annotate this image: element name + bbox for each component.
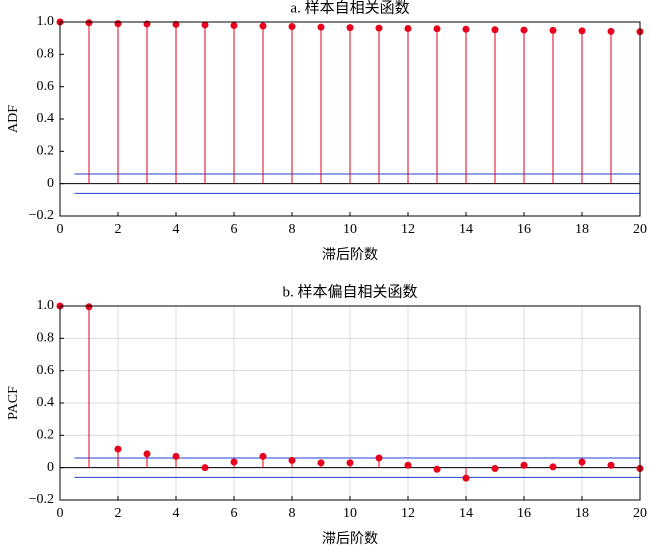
y-tick-label: 0.4	[37, 395, 55, 410]
stem-marker	[201, 464, 209, 472]
stem-marker	[259, 452, 267, 460]
stem-marker	[375, 454, 383, 462]
stem-marker	[85, 303, 93, 311]
stem-marker	[578, 27, 586, 35]
stem-marker	[230, 22, 238, 30]
stem-marker	[549, 26, 557, 34]
x-tick-label: 0	[57, 222, 64, 237]
chart-title: b. 样本偏自相关函数	[282, 283, 417, 300]
x-tick-label: 4	[173, 506, 180, 521]
x-tick-label: 16	[517, 222, 531, 237]
stem-marker	[520, 26, 528, 34]
stem-marker	[317, 459, 325, 467]
x-tick-label: 0	[57, 506, 64, 521]
y-axis-label: PACF	[6, 386, 21, 420]
stem-marker	[259, 22, 267, 30]
y-tick-label: 1.0	[37, 298, 55, 313]
stem-marker	[172, 20, 180, 28]
stem-marker	[520, 461, 528, 469]
y-tick-label: 0.4	[37, 111, 55, 126]
y-tick-label: 1.0	[37, 14, 55, 29]
x-axis-label: 滞后阶数	[322, 531, 378, 547]
stem-marker	[172, 452, 180, 460]
x-axis-label: 滞后阶数	[322, 247, 378, 263]
stem-marker	[578, 458, 586, 466]
stem-marker	[607, 27, 615, 35]
stem-marker	[85, 19, 93, 27]
y-tick-label: −0.2	[29, 208, 54, 223]
stem-marker	[288, 23, 296, 31]
x-tick-label: 8	[289, 222, 296, 237]
x-tick-label: 14	[459, 506, 473, 521]
y-tick-label: 0	[47, 176, 54, 191]
stem-marker	[288, 456, 296, 464]
stem-marker	[317, 23, 325, 31]
y-tick-label: −0.2	[29, 492, 54, 507]
y-tick-label: 0.8	[37, 47, 55, 62]
stem-marker	[404, 461, 412, 469]
x-tick-label: 2	[115, 222, 122, 237]
plot-frame	[59, 305, 641, 501]
x-tick-label: 6	[231, 222, 238, 237]
x-tick-label: 18	[575, 222, 589, 237]
stem-marker	[404, 24, 412, 32]
x-tick-label: 6	[231, 506, 238, 521]
stem-marker	[433, 25, 441, 33]
stem-marker	[143, 20, 151, 28]
y-tick-label: 0	[47, 460, 54, 475]
x-tick-label: 10	[343, 222, 357, 237]
chart-title: a. 样本自相关函数	[290, 0, 409, 16]
y-axis-label: ADF	[6, 105, 21, 133]
plot-frame	[59, 21, 641, 217]
stem-marker	[346, 459, 354, 467]
x-tick-label: 2	[115, 506, 122, 521]
x-tick-label: 14	[459, 222, 473, 237]
x-tick-label: 16	[517, 506, 531, 521]
stem-marker	[462, 474, 470, 482]
stem-marker	[491, 464, 499, 472]
stem-marker	[143, 450, 151, 458]
stem-marker	[433, 465, 441, 473]
x-tick-label: 10	[343, 506, 357, 521]
stem-marker	[230, 458, 238, 466]
x-tick-label: 12	[401, 222, 415, 237]
x-tick-label: 20	[633, 222, 647, 237]
y-tick-label: 0.2	[37, 428, 55, 443]
stem-marker	[491, 26, 499, 34]
stem-marker	[114, 445, 122, 453]
y-tick-label: 0.8	[37, 331, 55, 346]
x-tick-label: 20	[633, 506, 647, 521]
stem-marker	[462, 25, 470, 33]
stem-marker	[607, 461, 615, 469]
x-tick-label: 8	[289, 506, 296, 521]
y-tick-label: 0.6	[37, 363, 55, 378]
x-tick-label: 18	[575, 506, 589, 521]
x-tick-label: 4	[173, 222, 180, 237]
x-tick-label: 12	[401, 506, 415, 521]
stem-marker	[201, 21, 209, 29]
stem-marker	[346, 24, 354, 32]
stem-marker	[375, 24, 383, 32]
stem-marker	[549, 463, 557, 471]
stem-marker	[114, 20, 122, 28]
y-tick-label: 0.6	[37, 79, 55, 94]
y-tick-label: 0.2	[37, 144, 55, 159]
